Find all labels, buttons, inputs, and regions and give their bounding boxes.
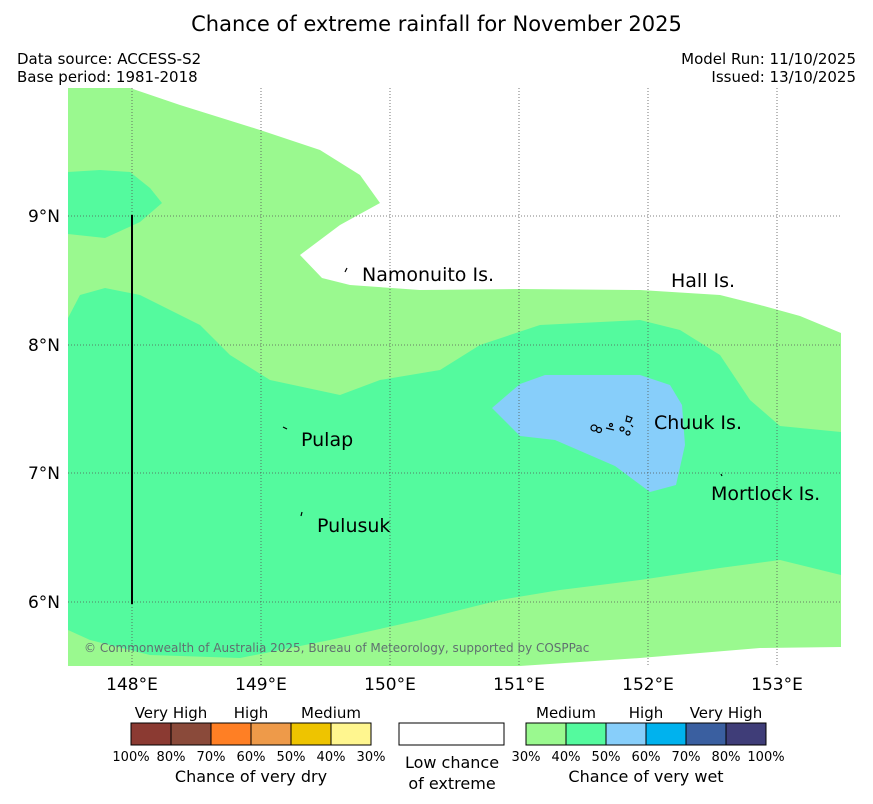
place-labels: Namonuito Is. Hall Is. Pulap Chuuk Is. M… bbox=[301, 264, 820, 537]
label-hall: Hall Is. bbox=[671, 270, 735, 292]
wet-swatches bbox=[525, 722, 767, 746]
dry-tick-5: 40% bbox=[317, 750, 346, 765]
label-pulap: Pulap bbox=[301, 429, 353, 451]
axis-labels: 148°E 149°E 150°E 151°E 152°E 153°E 9°N … bbox=[28, 207, 803, 695]
wet-header-high: High bbox=[629, 704, 663, 722]
label-namonuito: Namonuito Is. bbox=[362, 264, 494, 286]
model-run: Model Run: 11/10/2025 bbox=[681, 50, 856, 68]
dry-swatch-2 bbox=[210, 722, 252, 746]
wet-tick-0: 30% bbox=[512, 750, 541, 765]
issued-date: Issued: 13/10/2025 bbox=[711, 68, 856, 86]
data-source: Data source: ACCESS-S2 bbox=[17, 50, 202, 68]
label-pulusuk: Pulusuk bbox=[317, 515, 390, 537]
dry-tick-6: 30% bbox=[357, 750, 386, 765]
run-info: Model Run: 11/10/2025 Issued: 13/10/2025 bbox=[681, 50, 856, 86]
wet-legend-title: Chance of very wet bbox=[568, 767, 723, 786]
lon-label-152: 152°E bbox=[622, 675, 674, 695]
wet-swatch-4 bbox=[685, 722, 727, 746]
wet-ticks: 30% 40% 50% 60% 70% 80% 100% bbox=[512, 750, 785, 765]
dry-legend-title: Chance of very dry bbox=[175, 767, 327, 786]
pulap-island bbox=[282, 426, 288, 430]
dry-swatches bbox=[130, 722, 372, 746]
wet-swatch-2 bbox=[605, 722, 647, 746]
legend-low: Low chance of extreme bbox=[398, 722, 505, 793]
dry-swatch-1 bbox=[170, 722, 212, 746]
copyright-text: © Commonwealth of Australia 2025, Bureau… bbox=[84, 641, 589, 655]
dry-header-medium: Medium bbox=[301, 704, 361, 722]
dry-swatch-4 bbox=[290, 722, 332, 746]
namonuito-island bbox=[344, 267, 348, 273]
wet-tick-4: 70% bbox=[672, 750, 701, 765]
low-line1: Low chance bbox=[405, 753, 499, 772]
dry-swatch-3 bbox=[250, 722, 292, 746]
legend-wet: Medium High Very High 30% 40% 50% 60% 70% 80%… bbox=[512, 704, 785, 786]
chart-title: Chance of extreme rainfall for November … bbox=[191, 12, 682, 36]
wet-swatch-3 bbox=[645, 722, 687, 746]
wet-header-medium: Medium bbox=[536, 704, 596, 722]
lat-label-6: 6°N bbox=[28, 593, 60, 613]
legend-dry: Very High High Medium 100% 80% 70% 60% 50% 40… bbox=[112, 704, 385, 786]
lat-label-9: 9°N bbox=[28, 207, 60, 227]
lat-label-8: 8°N bbox=[28, 336, 60, 356]
label-chuuk: Chuuk Is. bbox=[654, 412, 742, 434]
dry-header-high: High bbox=[234, 704, 268, 722]
wet-swatch-5 bbox=[725, 722, 767, 746]
chuuk-islands bbox=[590, 415, 634, 436]
dry-swatch-0 bbox=[130, 722, 172, 746]
dry-tick-0: 100% bbox=[112, 750, 149, 765]
wet-header-very-high: Very High bbox=[690, 704, 763, 722]
dry-tick-3: 60% bbox=[237, 750, 266, 765]
dry-tick-1: 80% bbox=[157, 750, 186, 765]
low-swatch bbox=[398, 722, 505, 746]
region-high-50-60 bbox=[492, 375, 685, 492]
gridlines bbox=[68, 88, 841, 666]
lon-label-148: 148°E bbox=[106, 675, 158, 695]
lat-label-7: 7°N bbox=[28, 464, 60, 484]
lon-label-153: 153°E bbox=[751, 675, 803, 695]
dry-tick-2: 70% bbox=[197, 750, 226, 765]
label-mortlock: Mortlock Is. bbox=[711, 483, 820, 505]
region-medium-40-50-north bbox=[68, 170, 162, 238]
wet-tick-1: 40% bbox=[552, 750, 581, 765]
wet-tick-3: 60% bbox=[632, 750, 661, 765]
dry-tick-4: 50% bbox=[277, 750, 306, 765]
map-panel: © Commonwealth of Australia 2025, Bureau… bbox=[68, 88, 841, 666]
lon-label-149: 149°E bbox=[235, 675, 287, 695]
wet-tick-6: 100% bbox=[747, 750, 784, 765]
dry-header-very-high: Very High bbox=[135, 704, 208, 722]
base-period: Base period: 1981-2018 bbox=[17, 68, 198, 86]
lon-label-151: 151°E bbox=[493, 675, 545, 695]
island-markers bbox=[282, 267, 723, 517]
wet-tick-5: 80% bbox=[712, 750, 741, 765]
pulusuk-island bbox=[300, 511, 303, 517]
wet-tick-2: 50% bbox=[592, 750, 621, 765]
wet-swatch-1 bbox=[565, 722, 607, 746]
dry-ticks: 100% 80% 70% 60% 50% 40% 30% bbox=[112, 750, 385, 765]
mortlock-island bbox=[720, 473, 723, 477]
dry-swatch-5 bbox=[330, 722, 372, 746]
lon-label-150: 150°E bbox=[364, 675, 416, 695]
low-line2: of extreme bbox=[408, 774, 495, 793]
wet-swatch-0 bbox=[525, 722, 567, 746]
source-info: Data source: ACCESS-S2 Base period: 1981… bbox=[17, 50, 201, 86]
